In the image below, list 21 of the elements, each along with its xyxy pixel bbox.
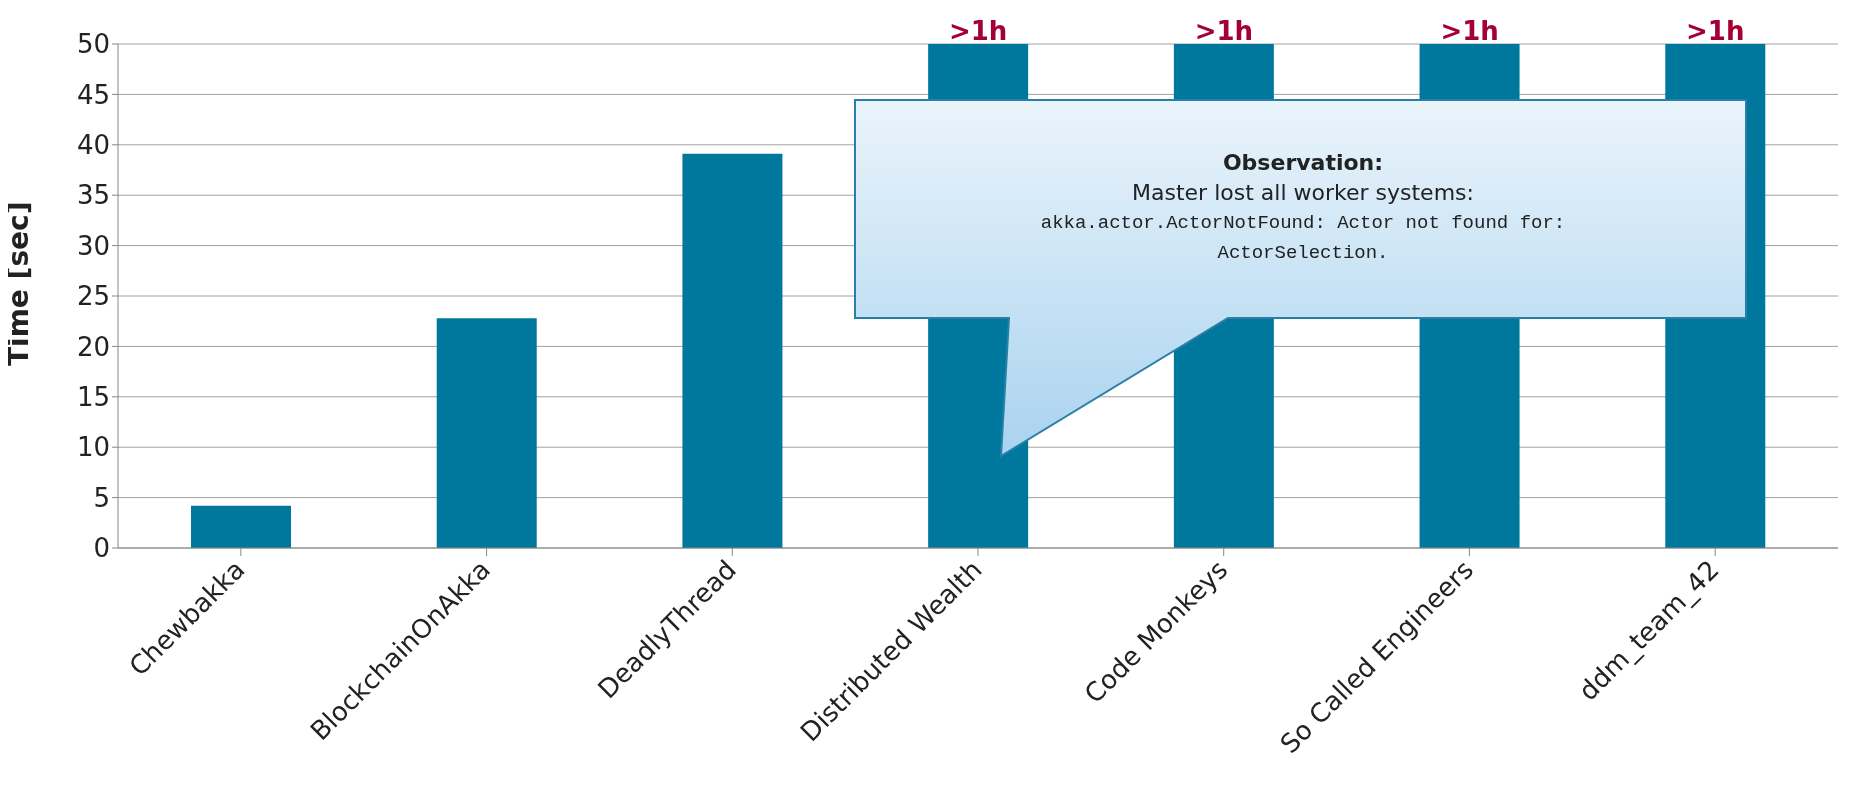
- y-tick-label: 30: [76, 230, 110, 261]
- data-label: >1h: [1686, 16, 1745, 46]
- bar: [191, 505, 291, 548]
- annotation: Observation:: [1221, 149, 1385, 177]
- y-tick-label: 25: [76, 281, 110, 312]
- y-tick-label: 20: [76, 331, 110, 362]
- y-tick-label: 5: [93, 482, 110, 513]
- data-label: >1h: [1440, 16, 1499, 46]
- y-tick-label: 10: [76, 432, 110, 463]
- annotation: akka.actor.ActorNotFound: Actor not found for: ActorSelection.: [1039, 211, 1567, 266]
- y-tick-label: 15: [76, 382, 110, 413]
- bar: [682, 153, 783, 548]
- y-tick-label: 40: [76, 130, 110, 161]
- annotation: Master lost all worker systems:: [1131, 179, 1475, 207]
- data-label: >1h: [948, 16, 1008, 46]
- y-tick-label: 0: [93, 533, 110, 564]
- y-tick-label: 35: [76, 180, 110, 211]
- bar: [436, 318, 537, 548]
- y-tick-label: 50: [76, 29, 110, 60]
- y-tick-label: 45: [76, 79, 110, 110]
- data-label: >1h: [1194, 16, 1254, 46]
